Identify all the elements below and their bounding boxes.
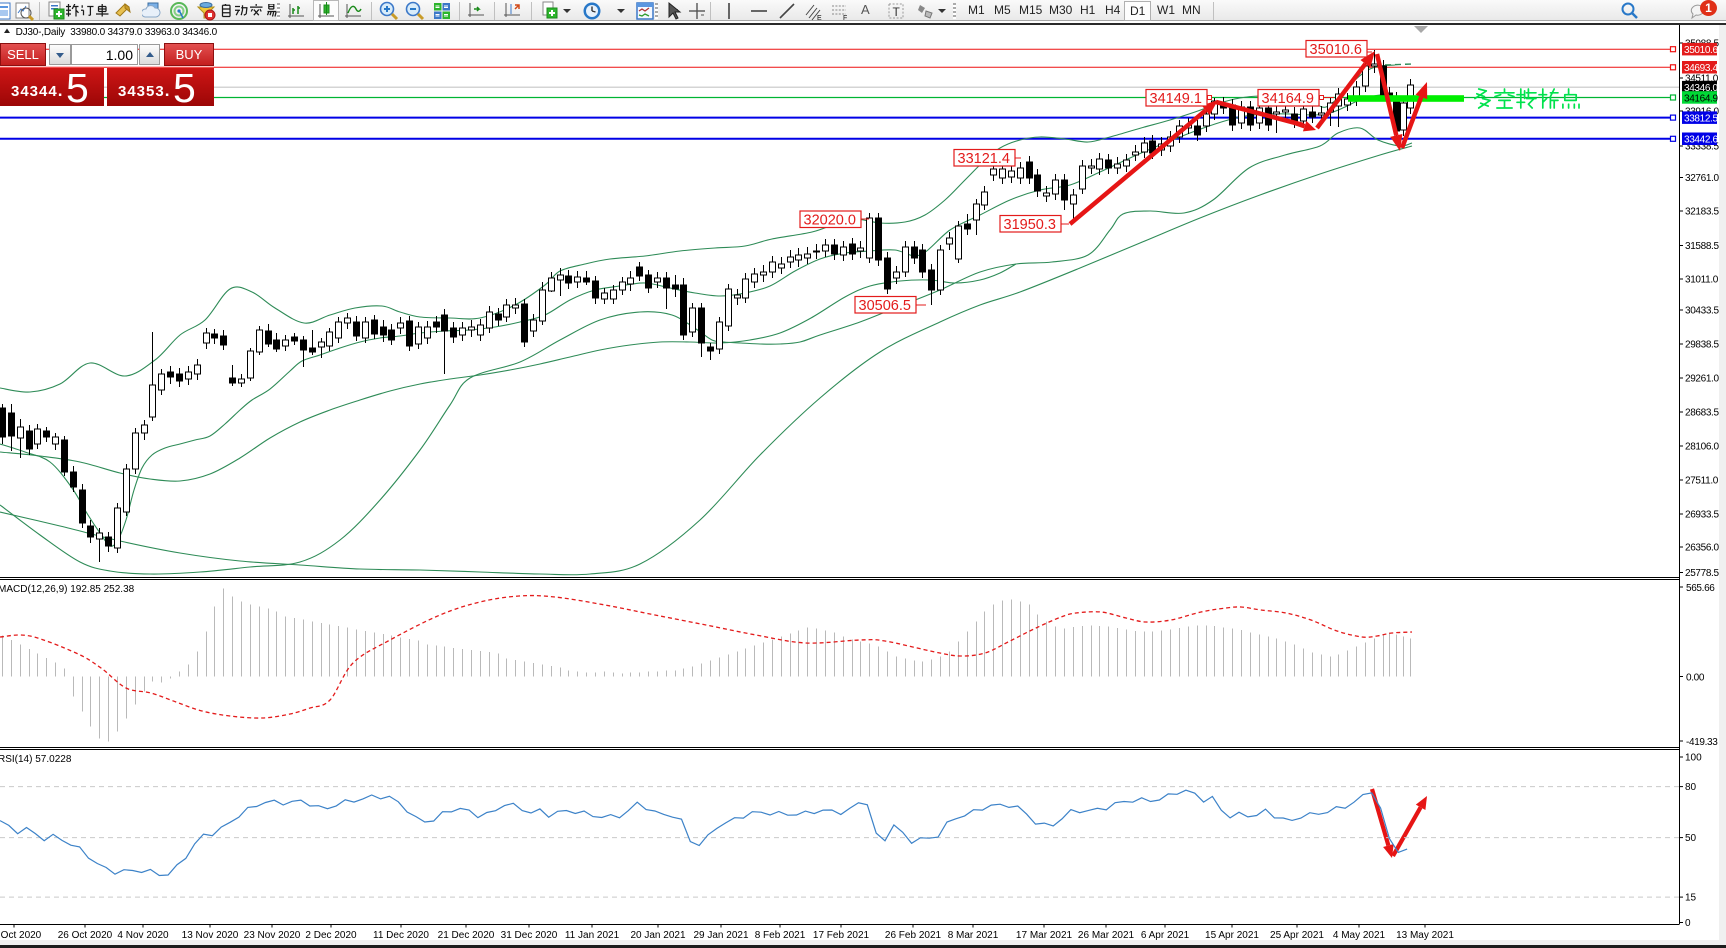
svg-text:23 Nov 2020: 23 Nov 2020 [244, 930, 301, 941]
svg-text:29838.5: 29838.5 [1685, 340, 1719, 351]
svg-text:26356.0: 26356.0 [1685, 543, 1719, 554]
svg-text:20 Jan 2021: 20 Jan 2021 [630, 930, 685, 941]
svg-text:17 Feb 2021: 17 Feb 2021 [813, 930, 870, 941]
svg-text:26 Oct 2020: 26 Oct 2020 [58, 930, 113, 941]
svg-text:30433.5: 30433.5 [1685, 306, 1719, 317]
svg-text:34149.1: 34149.1 [1150, 91, 1202, 107]
svg-text:26 Mar 2021: 26 Mar 2021 [1078, 930, 1135, 941]
svg-text:32183.5: 32183.5 [1685, 207, 1719, 218]
svg-text:33812.5: 33812.5 [1684, 113, 1718, 124]
svg-text:8 Feb 2021: 8 Feb 2021 [755, 930, 806, 941]
svg-text:2 Dec 2020: 2 Dec 2020 [305, 930, 357, 941]
svg-text:27511.0: 27511.0 [1685, 476, 1719, 487]
svg-text:4 May 2021: 4 May 2021 [1333, 930, 1386, 941]
svg-text:26 Feb 2021: 26 Feb 2021 [885, 930, 942, 941]
svg-text:33121.4: 33121.4 [958, 151, 1010, 167]
svg-text:F: F [843, 15, 847, 21]
svg-text:13 Nov 2020: 13 Nov 2020 [182, 930, 239, 941]
svg-text:6 Apr 2021: 6 Apr 2021 [1141, 930, 1190, 941]
svg-text:31950.3: 31950.3 [1004, 217, 1056, 233]
svg-text:31 Dec 2020: 31 Dec 2020 [501, 930, 558, 941]
svg-text:15: 15 [1685, 893, 1697, 904]
svg-text:34693.4: 34693.4 [1684, 63, 1718, 74]
svg-text:30506.5: 30506.5 [859, 298, 911, 314]
svg-text:32761.0: 32761.0 [1685, 173, 1719, 184]
svg-text:34164.9: 34164.9 [1262, 91, 1314, 107]
svg-text:17 Mar 2021: 17 Mar 2021 [1016, 930, 1073, 941]
svg-text:26933.5: 26933.5 [1685, 510, 1719, 521]
svg-text:29261.0: 29261.0 [1685, 374, 1719, 385]
svg-text:15 Oct 2020: 15 Oct 2020 [0, 930, 42, 941]
svg-text:28683.5: 28683.5 [1685, 408, 1719, 419]
svg-text:0: 0 [1685, 918, 1691, 929]
svg-text:32020.0: 32020.0 [804, 213, 856, 229]
svg-text:31588.5: 31588.5 [1685, 241, 1719, 252]
svg-text:33442.6: 33442.6 [1684, 135, 1718, 146]
svg-text:RSI(14) 57.0228: RSI(14) 57.0228 [0, 754, 72, 765]
svg-text:29 Jan 2021: 29 Jan 2021 [693, 930, 748, 941]
svg-text:-419.33: -419.33 [1686, 737, 1718, 748]
svg-text:13 May 2021: 13 May 2021 [1396, 930, 1454, 941]
svg-text:31011.0: 31011.0 [1685, 275, 1719, 286]
svg-text:25 Apr 2021: 25 Apr 2021 [1270, 930, 1324, 941]
svg-text:8 Mar 2021: 8 Mar 2021 [948, 930, 999, 941]
svg-text:35010.6: 35010.6 [1310, 42, 1362, 58]
svg-text:21 Dec 2020: 21 Dec 2020 [438, 930, 495, 941]
svg-text:15 Apr 2021: 15 Apr 2021 [1205, 930, 1259, 941]
svg-text:50: 50 [1685, 833, 1697, 844]
svg-text:25778.5: 25778.5 [1685, 568, 1719, 579]
svg-text:33338.5: 33338.5 [1685, 142, 1719, 153]
svg-text:28106.0: 28106.0 [1685, 442, 1719, 453]
svg-text:11 Jan 2021: 11 Jan 2021 [565, 930, 620, 941]
svg-text:T: T [893, 5, 901, 19]
svg-text:34346.0: 34346.0 [1684, 83, 1718, 94]
svg-text:565.66: 565.66 [1686, 583, 1715, 594]
svg-text:34511.0: 34511.0 [1685, 74, 1719, 85]
svg-text:0.00: 0.00 [1686, 673, 1705, 684]
svg-text:34164.9: 34164.9 [1684, 93, 1718, 104]
svg-text:4 Nov 2020: 4 Nov 2020 [117, 930, 169, 941]
svg-text:11 Dec 2020: 11 Dec 2020 [373, 930, 429, 941]
svg-text:E: E [817, 15, 822, 21]
svg-text:MACD(12,26,9) 192.85 252.38: MACD(12,26,9) 192.85 252.38 [0, 584, 135, 595]
svg-text:35010.6: 35010.6 [1684, 45, 1718, 56]
svg-text:80: 80 [1685, 782, 1697, 793]
svg-text:100: 100 [1685, 753, 1702, 764]
